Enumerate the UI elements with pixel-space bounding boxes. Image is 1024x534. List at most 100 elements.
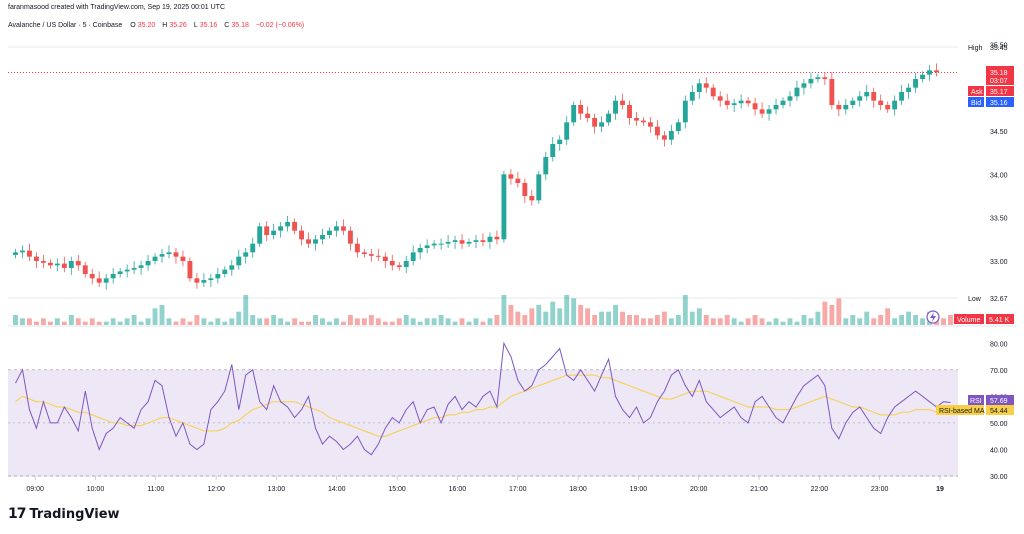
volume-bar (836, 298, 842, 325)
candle-body (278, 226, 284, 231)
low-tag-value: 32.67 (990, 296, 1008, 303)
volume-bar (417, 321, 423, 325)
candle-body (710, 87, 716, 97)
volume-bar (592, 315, 598, 325)
time-axis[interactable]: 09:00 10:00 11:00 12:00 13:00 14:00 15:00 16:00… (26, 476, 944, 493)
candle-body (299, 230, 305, 240)
volume-bar (424, 318, 430, 325)
rsi-tick-label: 50.00 (990, 421, 1008, 428)
candle-body (215, 274, 221, 279)
candle-body (717, 96, 723, 101)
candle-body (180, 256, 186, 261)
rsi-line (15, 341, 951, 456)
candle-body (501, 174, 507, 240)
volume-bar (529, 308, 535, 325)
volume-label: Volume (957, 317, 980, 324)
time-tick-label: 18:00 (569, 486, 587, 493)
candle-body (843, 105, 849, 110)
volume-value: 5.41 K (989, 317, 1010, 324)
candle-body (885, 105, 891, 110)
candle-body (389, 261, 395, 266)
candle-body (871, 92, 877, 101)
candle-body (585, 113, 591, 118)
candle-body (864, 92, 870, 97)
candle-body (166, 252, 172, 255)
candle-body (550, 144, 556, 157)
low-price-tag: Low 32.67 (968, 296, 1008, 303)
candle-body (264, 226, 270, 235)
volume-bar (40, 318, 46, 325)
volume-bar (236, 311, 242, 325)
volume-bar (313, 315, 318, 325)
tradingview-logo[interactable]: 17 TradingView (8, 506, 120, 522)
candle-body (661, 135, 667, 140)
volume-bar (641, 318, 646, 325)
candle-body (578, 105, 584, 114)
volume-bar (285, 321, 291, 325)
symbol-title[interactable]: Avalanche / US Dollar · 5 · Coinbase (8, 22, 123, 29)
candle-body (766, 109, 772, 114)
volume-bar (682, 295, 688, 325)
candle-body (668, 131, 674, 140)
candle-body (313, 239, 318, 244)
volume-bar (445, 318, 451, 325)
volume-bar (710, 318, 716, 325)
volume-bar (306, 321, 311, 325)
tradingview-logo-name: TradingView (29, 506, 120, 522)
volume-bar (82, 321, 88, 325)
volume-bar (885, 308, 891, 325)
volume-bar (327, 321, 332, 325)
volume-bar (452, 321, 458, 325)
candle-body (508, 174, 514, 179)
candle-body (836, 105, 842, 110)
symbol-legend: Avalanche / US Dollar · 5 · Coinbase O 35… (8, 22, 304, 29)
candle-body (173, 252, 179, 257)
candle-body (494, 236, 500, 240)
time-tick-label: 16:00 (449, 486, 467, 493)
rsi-value-bg (986, 395, 1014, 405)
price-tick-label: 34.50 (990, 129, 1008, 136)
volume-bar (906, 311, 912, 325)
candle-body (354, 243, 360, 253)
candle-body (292, 222, 298, 231)
volume-bar (501, 295, 507, 325)
rsi-lines (15, 341, 951, 456)
candle-body (724, 100, 730, 105)
volume-bar (396, 318, 402, 325)
volume-bar (717, 318, 723, 325)
open-label: O (130, 22, 136, 29)
volume-bar (606, 311, 612, 325)
bid-value: 35.16 (990, 100, 1008, 107)
price-axis[interactable]: 35.50 34.50 34.00 33.50 33.00 (990, 42, 1008, 266)
volume-bar (292, 318, 298, 325)
volume-bar (340, 321, 346, 325)
candle-body (920, 74, 925, 79)
candle-body (529, 196, 535, 201)
candle-body (599, 122, 605, 127)
candle-body (27, 250, 32, 257)
candle-body (536, 174, 542, 201)
volume-bar (389, 321, 395, 325)
candle-body (892, 100, 898, 110)
candle-body (634, 118, 639, 121)
volume-bar (801, 315, 807, 325)
last-price-value: 35.18 (990, 70, 1008, 77)
volume-bar (550, 301, 556, 325)
volume-bar (857, 318, 863, 325)
candle-body (522, 183, 528, 196)
last-price-bg (986, 66, 1014, 85)
volume-bar (410, 318, 416, 325)
candle-body (466, 241, 472, 244)
volume-bar (361, 318, 367, 325)
candle-body (613, 100, 618, 114)
candle-body (606, 113, 612, 123)
volume-bar (13, 315, 18, 325)
volume-bar (180, 318, 186, 325)
volume-bar (20, 318, 25, 325)
candle-body (138, 265, 144, 268)
volume-bar (473, 318, 479, 325)
volume-bar (759, 318, 765, 325)
high-tag-label: High (968, 45, 983, 52)
lightning-badge[interactable] (926, 310, 940, 324)
